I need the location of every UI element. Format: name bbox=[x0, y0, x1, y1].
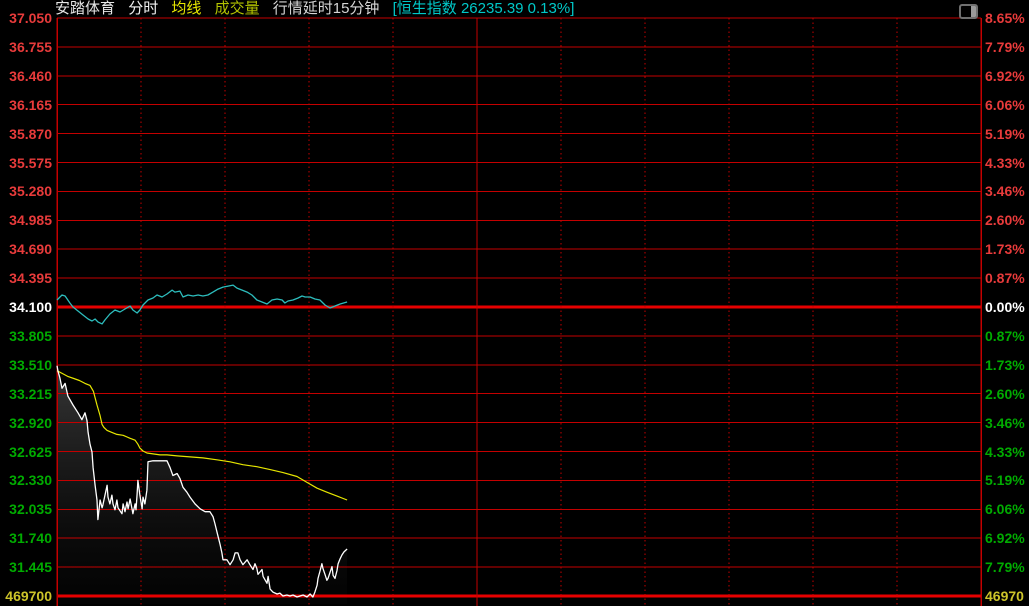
left-axis-label: 31.445 bbox=[9, 559, 52, 576]
right-axis-label: 0.87% bbox=[985, 270, 1025, 287]
right-axis-label: 46970 bbox=[985, 588, 1024, 604]
hang-seng-index-ticker: [恒生指数 26235.39 0.13%] bbox=[392, 0, 575, 17]
tab-minute-chart[interactable]: 分时 bbox=[128, 0, 159, 17]
chart-header: 安踏体育 分时 均线 成交量 行情延时15分钟 [恒生指数 26235.39 0… bbox=[55, 0, 583, 17]
right-axis-label: 2.60% bbox=[985, 212, 1025, 229]
right-axis-label: 4.33% bbox=[985, 443, 1025, 460]
right-axis-label: 2.60% bbox=[985, 385, 1025, 402]
left-axis-label: 33.805 bbox=[9, 327, 52, 344]
right-axis-label: 0.87% bbox=[985, 327, 1025, 344]
tab-volume[interactable]: 成交量 bbox=[214, 0, 260, 17]
left-axis-label: 32.330 bbox=[9, 472, 52, 489]
price-area-fill bbox=[57, 365, 348, 604]
left-axis-label: 32.625 bbox=[9, 443, 52, 460]
left-axis-label: 36.460 bbox=[9, 67, 52, 84]
right-axis-label: 8.65% bbox=[985, 10, 1025, 26]
left-axis-label: 34.395 bbox=[9, 270, 52, 287]
left-axis-label: 32.920 bbox=[9, 414, 52, 431]
right-axis-label: 5.19% bbox=[985, 125, 1025, 142]
left-axis-label: 34.985 bbox=[9, 212, 52, 229]
left-axis-label: 35.870 bbox=[9, 125, 52, 142]
left-axis-label: 34.690 bbox=[9, 241, 52, 258]
right-axis-label: 6.06% bbox=[985, 96, 1025, 113]
right-axis-label: 7.79% bbox=[985, 38, 1025, 55]
left-axis-label: 469700 bbox=[5, 588, 52, 604]
stock-name: 安踏体育 bbox=[55, 0, 116, 17]
right-axis-label: 1.73% bbox=[985, 241, 1025, 258]
panel-toggle-icon[interactable] bbox=[959, 4, 978, 19]
tab-moving-average[interactable]: 均线 bbox=[171, 0, 202, 17]
right-axis-label: 7.79% bbox=[985, 559, 1025, 576]
left-axis-label: 36.165 bbox=[9, 96, 52, 113]
quote-delay-note: 行情延时15分钟 bbox=[272, 0, 380, 17]
ma-line bbox=[56, 370, 348, 501]
left-axis-label: 32.035 bbox=[9, 501, 52, 518]
right-axis-label: 3.46% bbox=[985, 414, 1025, 431]
price-line bbox=[56, 365, 348, 598]
left-axis-label: 31.740 bbox=[9, 530, 52, 547]
left-axis-label: 35.575 bbox=[9, 154, 52, 171]
left-axis-label: 36.755 bbox=[9, 38, 52, 55]
horizontal-gridlines bbox=[57, 17, 981, 598]
right-axis-label: 1.73% bbox=[985, 356, 1025, 373]
left-axis-label: 34.100 bbox=[9, 299, 52, 315]
right-axis-label: 4.33% bbox=[985, 154, 1025, 171]
right-axis-label: 6.92% bbox=[985, 530, 1025, 547]
right-axis-label: 6.92% bbox=[985, 67, 1025, 84]
right-axis-label: 0.00% bbox=[985, 299, 1025, 315]
left-axis-label: 37.050 bbox=[9, 10, 52, 26]
right-axis-label: 5.19% bbox=[985, 472, 1025, 489]
left-axis-label: 35.280 bbox=[9, 183, 52, 200]
vertical-gridlines bbox=[56, 18, 982, 606]
left-axis-label: 33.215 bbox=[9, 385, 52, 402]
panel-toggle-icon-fill bbox=[971, 6, 976, 17]
index-line bbox=[56, 284, 348, 325]
right-axis-label: 6.06% bbox=[985, 501, 1025, 518]
right-axis-label: 3.46% bbox=[985, 183, 1025, 200]
left-axis-label: 33.510 bbox=[9, 356, 52, 373]
